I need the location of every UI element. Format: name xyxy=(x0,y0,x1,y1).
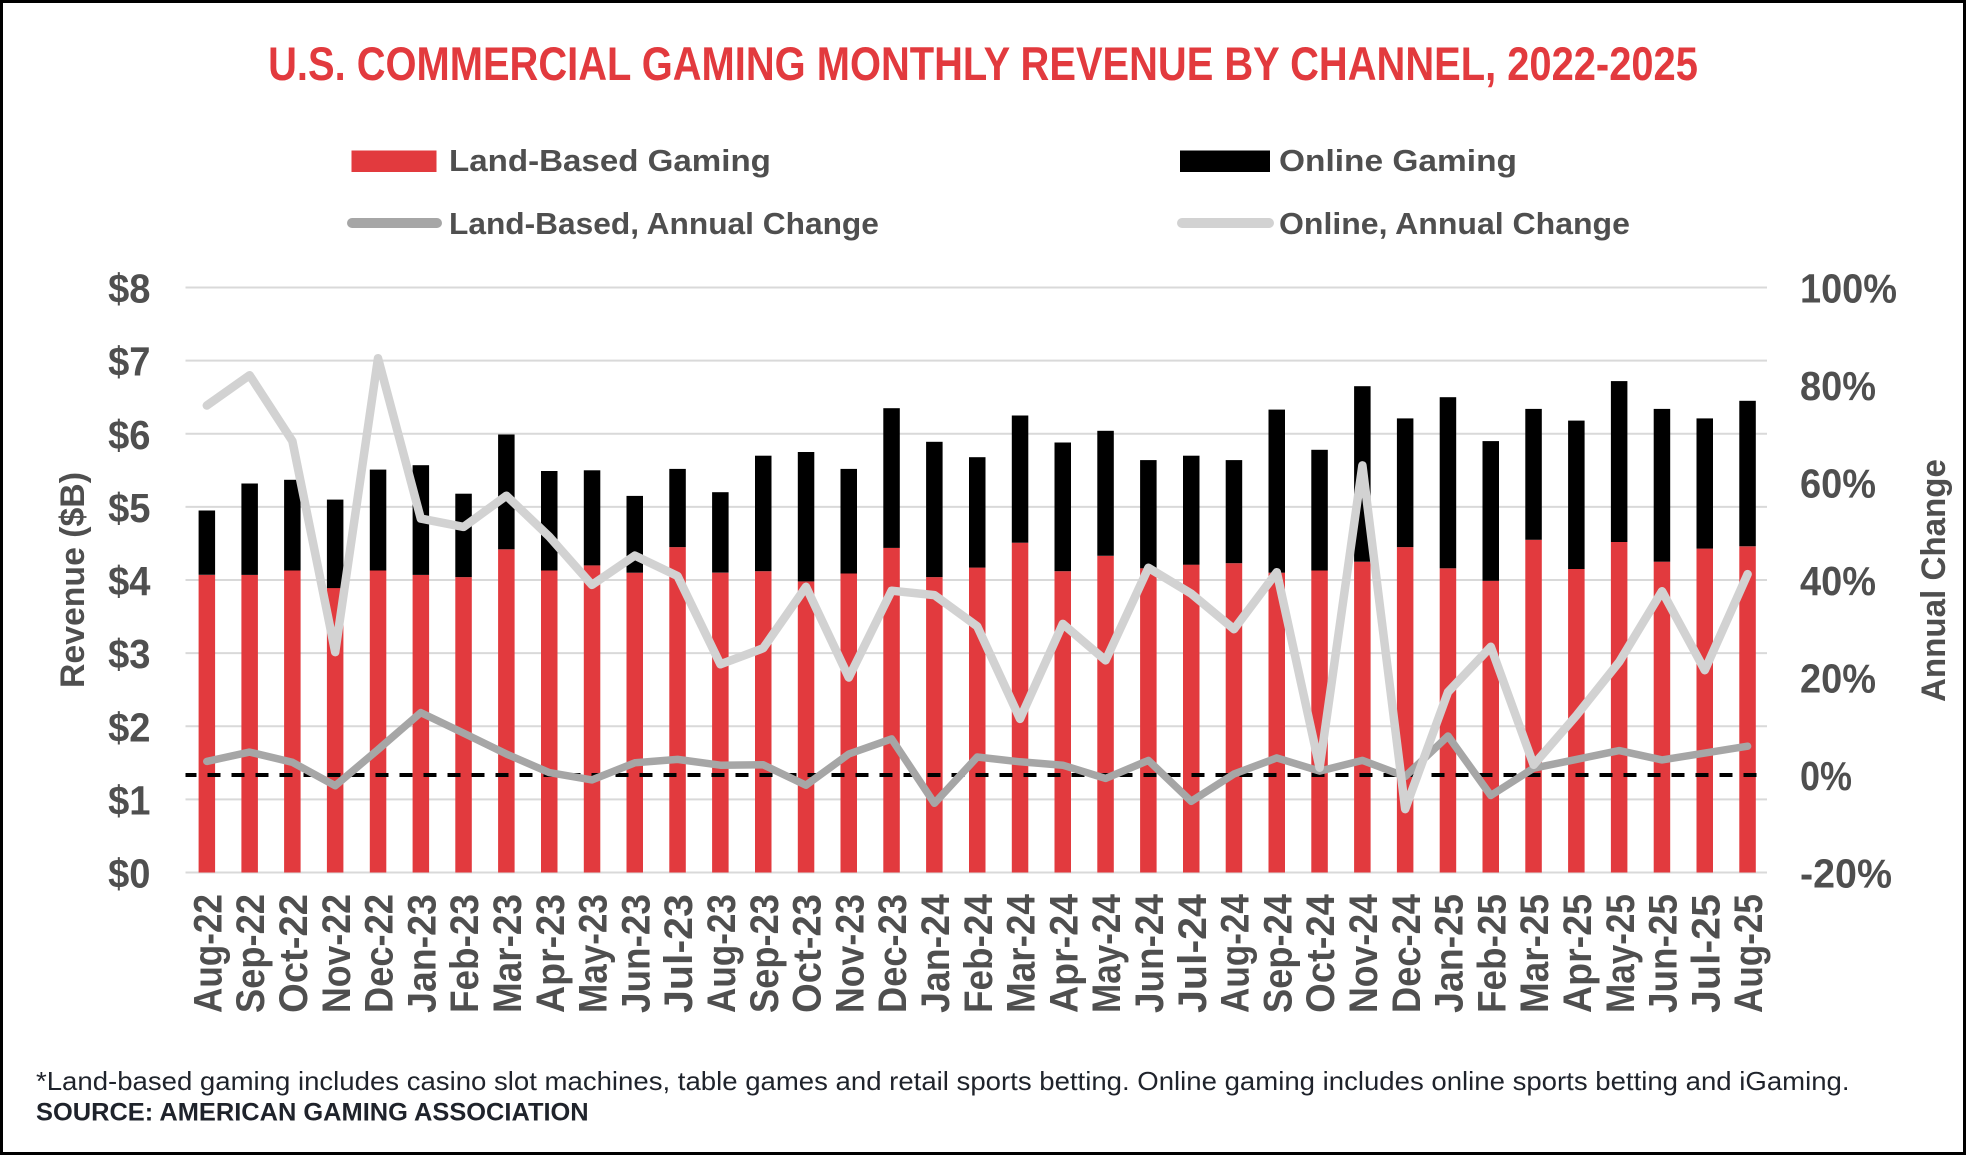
svg-text:Mar-23: Mar-23 xyxy=(486,894,531,1013)
svg-text:Dec-22: Dec-22 xyxy=(357,894,402,1013)
svg-text:Jan-24: Jan-24 xyxy=(914,894,958,1013)
svg-text:40%: 40% xyxy=(1800,559,1876,605)
svg-text:Jan-25: Jan-25 xyxy=(1428,894,1472,1013)
svg-text:Jul-23: Jul-23 xyxy=(656,894,701,1013)
svg-text:Feb-24: Feb-24 xyxy=(956,894,1001,1013)
svg-text:Annual Change: Annual Change xyxy=(1916,459,1953,702)
svg-text:$6: $6 xyxy=(108,413,150,459)
svg-text:$2: $2 xyxy=(108,705,150,751)
svg-text:Nov-23: Nov-23 xyxy=(829,894,873,1013)
svg-text:Sep-23: Sep-23 xyxy=(742,894,787,1013)
svg-text:Online, Annual Change: Online, Annual Change xyxy=(1279,205,1630,240)
svg-text:Jun-25: Jun-25 xyxy=(1641,894,1686,1013)
svg-text:May-23: May-23 xyxy=(570,894,615,1013)
svg-text:-20%: -20% xyxy=(1800,851,1892,897)
svg-text:Sep-24: Sep-24 xyxy=(1256,893,1301,1013)
svg-text:Jun-23: Jun-23 xyxy=(614,894,659,1013)
svg-text:May-24: May-24 xyxy=(1084,894,1129,1013)
svg-text:$3: $3 xyxy=(108,632,150,678)
svg-text:20%: 20% xyxy=(1800,656,1876,702)
svg-text:Aug-24: Aug-24 xyxy=(1212,894,1257,1013)
svg-text:100%: 100% xyxy=(1800,266,1897,312)
svg-text:$0: $0 xyxy=(108,851,150,897)
svg-text:Jun-24: Jun-24 xyxy=(1128,894,1173,1013)
svg-text:Jul-24: Jul-24 xyxy=(1169,894,1214,1013)
svg-text:Revenue ($B): Revenue ($B) xyxy=(54,472,92,688)
svg-text:Apr-24: Apr-24 xyxy=(1042,894,1086,1013)
svg-text:Jul-25: Jul-25 xyxy=(1683,894,1728,1013)
svg-text:Apr-23: Apr-23 xyxy=(529,894,573,1013)
svg-text:$7: $7 xyxy=(108,339,150,385)
svg-text:Feb-23: Feb-23 xyxy=(443,894,488,1013)
svg-text:80%: 80% xyxy=(1800,364,1876,410)
svg-text:Aug-22: Aug-22 xyxy=(185,894,230,1013)
svg-text:Mar-24: Mar-24 xyxy=(999,893,1044,1013)
svg-text:Oct-22: Oct-22 xyxy=(272,894,316,1013)
svg-text:Aug-23: Aug-23 xyxy=(699,894,744,1013)
svg-text:Apr-25: Apr-25 xyxy=(1556,894,1600,1013)
svg-text:Mar-25: Mar-25 xyxy=(1513,894,1558,1013)
svg-text:Jan-23: Jan-23 xyxy=(400,894,444,1013)
svg-text:May-25: May-25 xyxy=(1598,894,1643,1013)
svg-text:Sep-22: Sep-22 xyxy=(229,894,274,1013)
svg-text:*Land-based gaming includes ca: *Land-based gaming includes casino slot … xyxy=(36,1067,1850,1096)
svg-text:Dec-24: Dec-24 xyxy=(1384,893,1429,1013)
svg-text:Nov-24: Nov-24 xyxy=(1342,894,1386,1013)
svg-text:Feb-25: Feb-25 xyxy=(1470,894,1515,1013)
svg-text:Oct-24: Oct-24 xyxy=(1299,894,1343,1013)
svg-text:0%: 0% xyxy=(1800,754,1852,800)
svg-text:Dec-23: Dec-23 xyxy=(871,894,916,1013)
svg-text:60%: 60% xyxy=(1800,461,1876,507)
svg-text:$8: $8 xyxy=(108,266,150,312)
svg-text:Land-Based, Annual Change: Land-Based, Annual Change xyxy=(449,206,879,241)
svg-text:$5: $5 xyxy=(108,486,150,532)
svg-text:Aug-25: Aug-25 xyxy=(1726,894,1771,1013)
svg-text:$1: $1 xyxy=(108,778,150,824)
svg-text:SOURCE: AMERICAN GAMING ASSOCI: SOURCE: AMERICAN GAMING ASSOCIATION xyxy=(36,1099,589,1127)
svg-text:Oct-23: Oct-23 xyxy=(786,894,830,1013)
svg-text:Nov-22: Nov-22 xyxy=(315,894,359,1013)
svg-text:U.S. COMMERCIAL GAMING MONTHLY: U.S. COMMERCIAL GAMING MONTHLY REVENUE B… xyxy=(268,39,1698,91)
svg-text:Online Gaming: Online Gaming xyxy=(1279,143,1517,178)
svg-text:$4: $4 xyxy=(108,559,150,605)
svg-text:Land-Based Gaming: Land-Based Gaming xyxy=(449,143,771,178)
